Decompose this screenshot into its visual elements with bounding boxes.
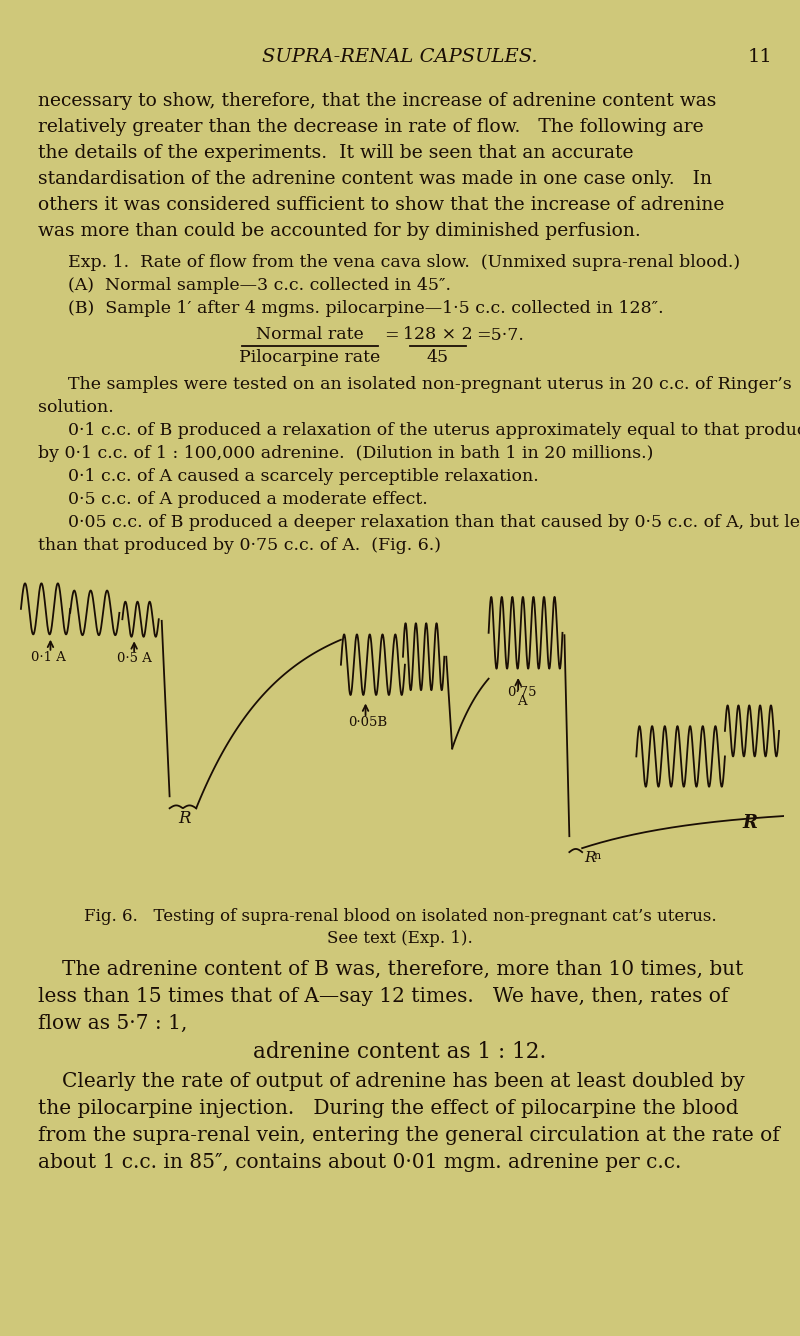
Text: The samples were tested on an isolated non-pregnant uterus in 20 c.c. of Ringer’: The samples were tested on an isolated n… — [68, 375, 792, 393]
Text: 0·1 A: 0·1 A — [31, 651, 66, 664]
Text: standardisation of the adrenine content was made in one case only.   In: standardisation of the adrenine content … — [38, 170, 712, 188]
Text: Clearly the rate of output of adrenine has been at least doubled by: Clearly the rate of output of adrenine h… — [62, 1071, 745, 1092]
Text: 0·05 c.c. of B produced a deeper relaxation than that caused by 0·5 c.c. of A, b: 0·05 c.c. of B produced a deeper relaxat… — [68, 514, 800, 530]
Text: R: R — [178, 810, 191, 827]
Text: the details of the experiments.  It will be seen that an accurate: the details of the experiments. It will … — [38, 144, 634, 162]
Text: The adrenine content of B was, therefore, more than 10 times, but: The adrenine content of B was, therefore… — [62, 961, 743, 979]
Text: (A)  Normal sample—3 c.c. collected in 45″.: (A) Normal sample—3 c.c. collected in 45… — [68, 277, 451, 294]
Text: 0·75: 0·75 — [507, 685, 537, 699]
Text: 0·5 c.c. of A produced a moderate effect.: 0·5 c.c. of A produced a moderate effect… — [68, 492, 428, 508]
Text: than that produced by 0·75 c.c. of A.  (Fig. 6.): than that produced by 0·75 c.c. of A. (F… — [38, 537, 441, 554]
Text: 0·1 c.c. of B produced a relaxation of the uterus approximately equal to that pr: 0·1 c.c. of B produced a relaxation of t… — [68, 422, 800, 440]
Text: necessary to show, therefore, that the increase of adrenine content was: necessary to show, therefore, that the i… — [38, 92, 716, 110]
Text: Exp. 1.  Rate of flow from the vena cava slow.  (Unmixed supra-renal blood.): Exp. 1. Rate of flow from the vena cava … — [68, 254, 740, 271]
Text: (B)  Sample 1′ after 4 mgms. pilocarpine—1·5 c.c. collected in 128″.: (B) Sample 1′ after 4 mgms. pilocarpine—… — [68, 301, 664, 317]
Text: R: R — [584, 851, 596, 864]
Text: =5·7.: =5·7. — [476, 327, 524, 345]
Text: others it was considered sufficient to show that the increase of adrenine: others it was considered sufficient to s… — [38, 196, 724, 214]
Text: 0·05B: 0·05B — [348, 716, 387, 729]
Text: the pilocarpine injection.   During the effect of pilocarpine the blood: the pilocarpine injection. During the ef… — [38, 1100, 738, 1118]
Text: by 0·1 c.c. of 1 : 100,000 adrenine.  (Dilution in bath 1 in 20 millions.): by 0·1 c.c. of 1 : 100,000 adrenine. (Di… — [38, 445, 654, 462]
Text: See text (Exp. 1).: See text (Exp. 1). — [327, 930, 473, 947]
Text: from the supra-renal vein, entering the general circulation at the rate of: from the supra-renal vein, entering the … — [38, 1126, 780, 1145]
Text: relatively greater than the decrease in rate of flow.   The following are: relatively greater than the decrease in … — [38, 118, 704, 136]
Text: about 1 c.c. in 85″, contains about 0·01 mgm. adrenine per c.c.: about 1 c.c. in 85″, contains about 0·01… — [38, 1153, 682, 1172]
Text: A: A — [518, 695, 527, 708]
Text: =: = — [384, 327, 398, 345]
Text: n: n — [594, 851, 602, 860]
Text: 0·5 A: 0·5 A — [117, 652, 151, 665]
Text: 128 × 2: 128 × 2 — [403, 326, 473, 343]
Text: 11: 11 — [748, 48, 773, 65]
Text: Normal rate: Normal rate — [256, 326, 364, 343]
Text: Pilocarpine rate: Pilocarpine rate — [239, 349, 381, 366]
Text: SUPRA-RENAL CAPSULES.: SUPRA-RENAL CAPSULES. — [262, 48, 538, 65]
Text: 0·1 c.c. of A caused a scarcely perceptible relaxation.: 0·1 c.c. of A caused a scarcely percepti… — [68, 468, 538, 485]
Text: 45: 45 — [427, 349, 449, 366]
Text: adrenine content as 1 : 12.: adrenine content as 1 : 12. — [254, 1041, 546, 1063]
Text: flow as 5·7 : 1,: flow as 5·7 : 1, — [38, 1014, 187, 1033]
Text: Fig. 6.   Testing of supra-renal blood on isolated non-pregnant cat’s uterus.: Fig. 6. Testing of supra-renal blood on … — [84, 908, 716, 925]
Text: R: R — [742, 814, 758, 832]
Text: solution.: solution. — [38, 399, 114, 415]
Text: less than 15 times that of A—say 12 times.   We have, then, rates of: less than 15 times that of A—say 12 time… — [38, 987, 728, 1006]
Text: was more than could be accounted for by diminished perfusion.: was more than could be accounted for by … — [38, 222, 641, 240]
